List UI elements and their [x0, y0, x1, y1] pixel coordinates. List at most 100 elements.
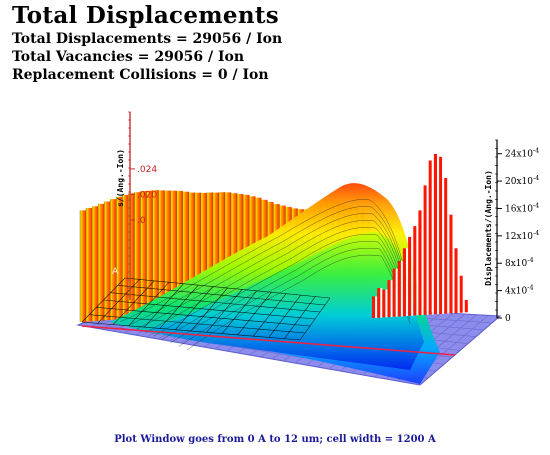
- depth-bar: [176, 190, 183, 315]
- depth-bar: [104, 201, 111, 321]
- lateral-bar: [413, 226, 417, 316]
- lateral-bar-gap: [457, 248, 460, 313]
- lattice-line: [96, 307, 311, 327]
- lateral-bar-gap: [390, 280, 393, 318]
- surface-contour-line: [145, 220, 411, 333]
- lateral-bar: [372, 296, 376, 318]
- depth-bar: [80, 210, 87, 322]
- lateral-bar-gap: [447, 178, 450, 314]
- lateral-bar-gap: [400, 261, 403, 317]
- lattice-line: [124, 277, 331, 299]
- lateral-bar: [408, 236, 412, 316]
- lateral-bar-gap: [431, 160, 434, 315]
- depth-bar: [231, 193, 238, 311]
- depth-bar: [140, 191, 147, 318]
- lateral-bar-gap: [421, 210, 424, 316]
- right-axis-tick-label: 12x10-4: [505, 229, 539, 242]
- floor-label-a: A: [112, 267, 119, 277]
- lateral-bar-gap: [416, 226, 419, 316]
- damage-surface: [110, 183, 440, 384]
- depth-bar: [128, 193, 135, 319]
- lattice-line: [103, 299, 316, 320]
- lateral-bar: [454, 248, 458, 313]
- depth-bar: [170, 190, 177, 316]
- lateral-bar-gap: [426, 185, 429, 315]
- lateral-bar-gap: [375, 296, 378, 318]
- lateral-bar: [382, 289, 386, 318]
- depth-bar: [194, 192, 202, 314]
- total-displacements-line: Total Displacements = 29056 / Ion: [12, 31, 283, 47]
- total-vacancies-line: Total Vacancies = 29056 / Ion: [12, 49, 245, 65]
- lateral-bar: [433, 154, 437, 315]
- depth-bar: [110, 199, 117, 320]
- depth-bar: [188, 192, 196, 314]
- depth-bar: [206, 192, 214, 313]
- depth-bar: [116, 196, 123, 320]
- chart-title: Total Displacements: [12, 2, 280, 29]
- lateral-profile-bars: [372, 154, 470, 318]
- lateral-bar: [397, 261, 401, 317]
- depth-bar: [225, 192, 232, 311]
- lateral-bar: [464, 300, 468, 313]
- surface-contour-line: [119, 199, 411, 323]
- depth-bar: [200, 192, 208, 313]
- lateral-bar: [392, 268, 396, 317]
- lattice-line: [81, 321, 301, 341]
- lateral-bar: [449, 214, 453, 314]
- surface-contour-line: [153, 227, 411, 337]
- lateral-bar: [439, 156, 443, 314]
- lateral-bar: [459, 275, 463, 313]
- lateral-bar: [377, 288, 381, 318]
- depth-bar: [134, 192, 141, 318]
- lateral-bar-gap: [385, 289, 388, 318]
- lattice-line: [89, 314, 306, 334]
- right-axis-tick-label: 8x10-4: [505, 256, 534, 269]
- right-axis-ticks: 24x10-4 20x10-4 16x10-4 12x10-4 8x10-4 4x10-4…: [495, 139, 539, 324]
- left-axis-tick-label: .0: [137, 216, 146, 226]
- left-axis-ticks: .024 .020 .0: [128, 111, 157, 297]
- right-axis-tick-label: 20x10-4: [505, 174, 539, 187]
- depth-bar: [158, 190, 165, 317]
- lateral-bar: [428, 160, 432, 315]
- depth-bar: [164, 190, 171, 316]
- left-axis-label: s/(Ang.-Ion): [116, 149, 125, 207]
- right-axis-tick-label: 24x10-4: [505, 147, 539, 160]
- floor-axis-line: [81, 325, 456, 356]
- lateral-bar-gap: [452, 214, 455, 314]
- right-axis-tick-label: 4x10-4: [505, 284, 534, 297]
- depth-bar: [122, 195, 129, 319]
- lateral-bar: [418, 210, 422, 316]
- lateral-bar-gap: [467, 300, 470, 313]
- lateral-bar-gap: [437, 154, 440, 315]
- right-axis-tick-label: 0: [505, 314, 511, 324]
- depth-bar: [146, 190, 153, 317]
- floor-lattice: [81, 277, 456, 356]
- surface-contour-line: [128, 206, 411, 326]
- right-axis-label: Displacements/(Ang.-Ion): [483, 170, 493, 286]
- surface-mesh-lines: [119, 199, 411, 351]
- lateral-bar-gap: [462, 275, 465, 313]
- surface-contour-line: [170, 241, 411, 344]
- lattice-line: [110, 292, 321, 313]
- depth-bar: [219, 192, 226, 312]
- surface-contour-line: [136, 213, 411, 330]
- lateral-bar-gap: [380, 288, 383, 318]
- lateral-bar-gap: [395, 268, 398, 317]
- left-axis-tick-label: .024: [137, 165, 157, 175]
- lateral-bar-gap: [406, 248, 409, 317]
- depth-bar: [98, 203, 105, 321]
- surface-contour-line: [161, 234, 411, 340]
- lateral-bar-gap: [411, 236, 414, 316]
- depth-bar: [182, 191, 189, 315]
- surface-sheet-front: [150, 232, 424, 370]
- depth-bar: [92, 206, 99, 322]
- lateral-bar: [423, 185, 427, 315]
- depth-bar: [152, 190, 159, 317]
- right-axis-tick-label: 16x10-4: [505, 201, 539, 214]
- depth-bar: [86, 208, 93, 322]
- lateral-bar: [402, 248, 406, 317]
- left-axis-tick-label: .020: [137, 190, 157, 200]
- depth-bar: [212, 192, 220, 312]
- lattice-line: [117, 285, 326, 306]
